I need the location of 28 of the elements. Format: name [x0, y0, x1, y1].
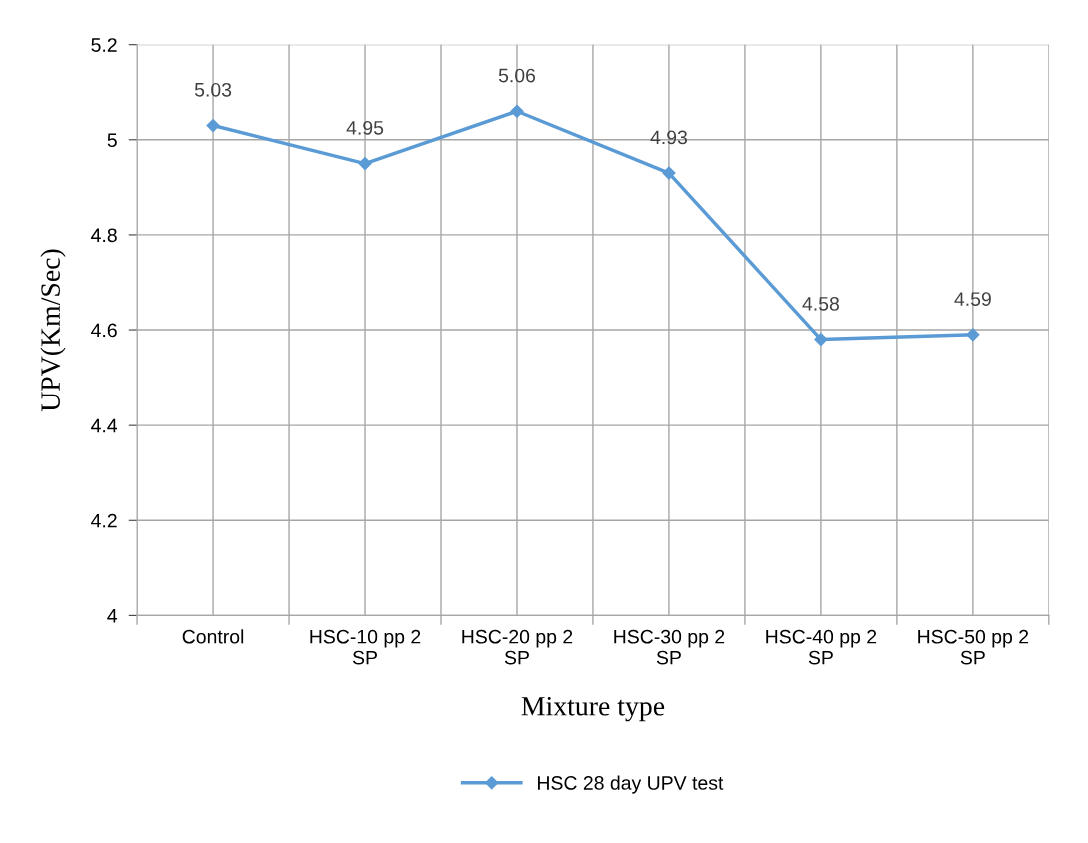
x-tick-label: HSC-20 pp 2 SP	[462, 629, 573, 665]
x-tick-label: HSC-50 pp 2 SP	[918, 629, 1029, 665]
data-label: 4.58	[802, 296, 839, 311]
legend-label: HSC 28 day UPV test	[538, 775, 724, 794]
point	[662, 166, 676, 180]
x-axis-title: Mixture type	[521, 696, 665, 722]
data-label: 4.93	[650, 130, 688, 145]
data-label: 5.03	[194, 82, 232, 97]
data-label: 5.06	[498, 68, 536, 83]
point	[358, 156, 372, 171]
y-tick-label: 4.4	[91, 418, 118, 433]
y-tick-label: 4.6	[91, 323, 117, 338]
point	[966, 328, 980, 342]
y-tick-label: 4.8	[91, 228, 117, 243]
y-tick-label: 5.2	[91, 38, 117, 52]
y-axis-title: UPV(Km/Sec)	[40, 249, 66, 412]
point	[206, 118, 220, 133]
data-label: 4.59	[954, 292, 991, 306]
point	[510, 104, 524, 118]
data-label: 4.95	[346, 120, 384, 135]
x-tick-label: Control	[182, 629, 244, 644]
x-tick-label: HSC-40 pp 2 SP	[766, 629, 877, 665]
point	[814, 332, 828, 347]
y-tick-label: 4.2	[91, 513, 117, 528]
x-tick-label: HSC-30 pp 2 SP	[614, 629, 725, 665]
y-tick-label: 4	[107, 609, 118, 623]
y-tick-label: 5	[107, 133, 117, 148]
x-tick-label: HSC-10 pp 2 SP	[310, 629, 421, 665]
